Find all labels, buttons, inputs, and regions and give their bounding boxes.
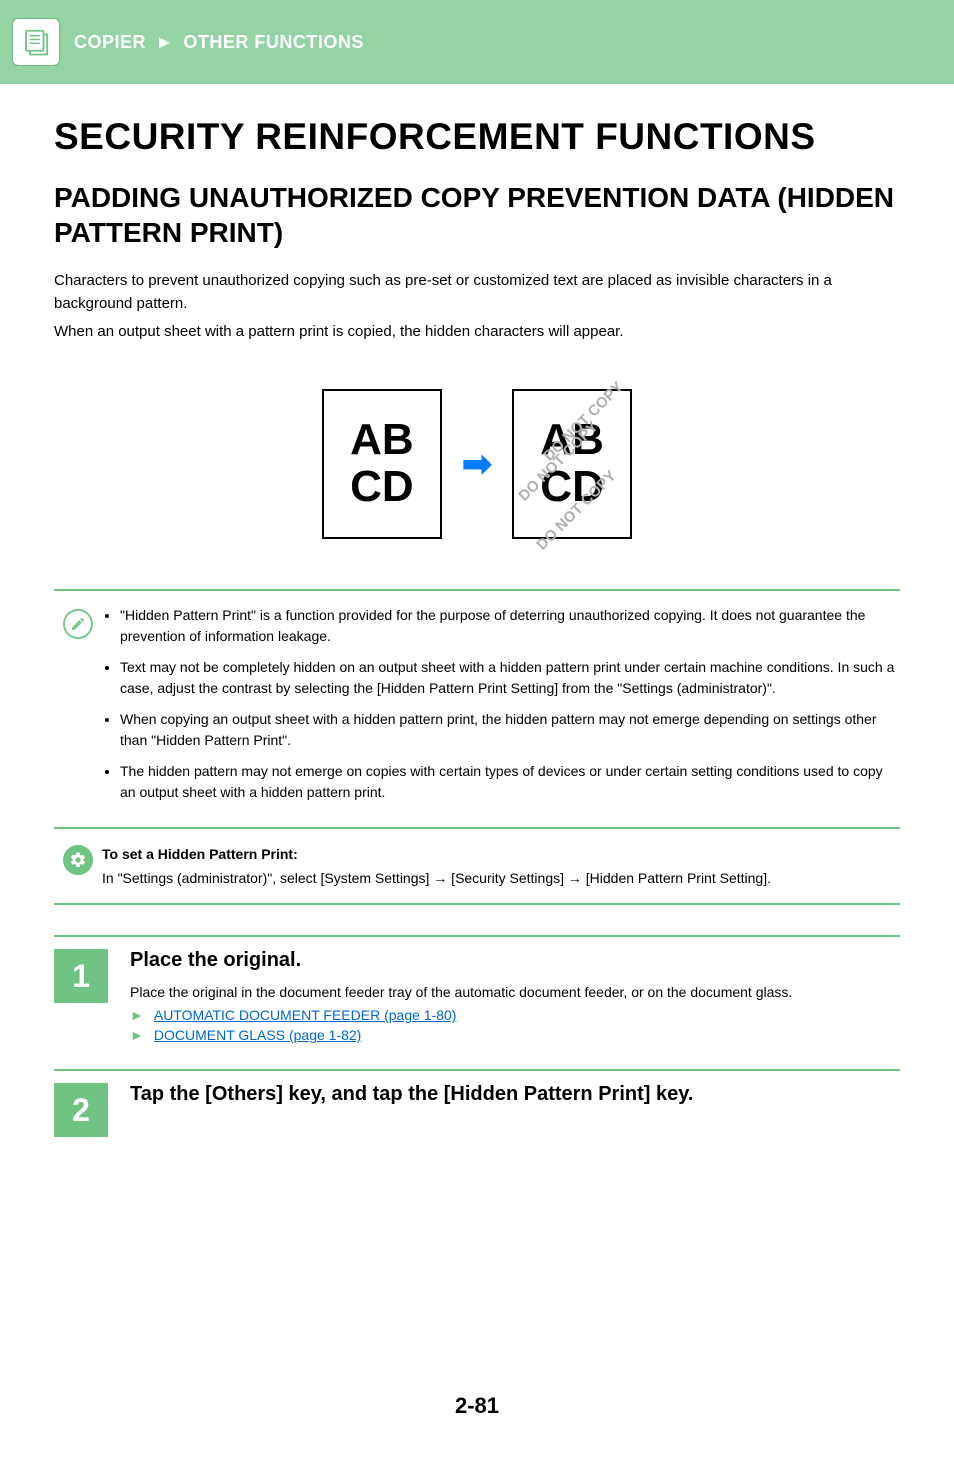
link-arrow-icon: ►: [130, 1027, 144, 1043]
settings-text: To set a Hidden Pattern Print: In "Setti…: [102, 843, 900, 890]
document-stack-icon: [21, 27, 51, 57]
step-row: 1 Place the original. Place the original…: [54, 935, 900, 1069]
divider: [54, 589, 900, 591]
diagram: AB CD ➡ AB CD DO NOT COPY DO NOT COPY DO…: [54, 389, 900, 539]
note-item: The hidden pattern may not emerge on cop…: [120, 761, 900, 803]
note-list: "Hidden Pattern Print" is a function pro…: [102, 605, 900, 813]
note-item: When copying an output sheet with a hidd…: [120, 709, 900, 751]
link-row: ► DOCUMENT GLASS (page 1-82): [130, 1027, 900, 1043]
step-body: Tap the [Others] key, and tap the [Hidde…: [130, 1083, 900, 1137]
page-number: 2-81: [54, 1393, 900, 1419]
doc-text-line2: CD: [540, 464, 604, 510]
pencil-icon: [63, 609, 93, 639]
header-bar: COPIER ► OTHER FUNCTIONS: [0, 0, 954, 84]
step-body: Place the original. Place the original i…: [130, 949, 900, 1043]
step-row: 2 Tap the [Others] key, and tap the [Hid…: [54, 1069, 900, 1163]
note-icon-cell: [54, 605, 102, 813]
divider: [54, 903, 900, 905]
page-title: SECURITY REINFORCEMENT FUNCTIONS: [54, 116, 900, 158]
step-number-badge: 1: [54, 949, 108, 1003]
settings-heading: To set a Hidden Pattern Print:: [102, 843, 900, 865]
breadcrumb: COPIER ► OTHER FUNCTIONS: [74, 32, 364, 53]
copier-icon: [12, 18, 60, 66]
doc-link[interactable]: DOCUMENT GLASS (page 1-82): [154, 1027, 361, 1043]
step-number-badge: 2: [54, 1083, 108, 1137]
breadcrumb-arrow-icon: ►: [156, 32, 174, 52]
doc-text-line2: CD: [350, 464, 414, 510]
link-arrow-icon: ►: [130, 1007, 144, 1023]
doc-text-line1: AB: [350, 417, 414, 463]
breadcrumb-section[interactable]: COPIER: [74, 32, 146, 52]
settings-section: To set a Hidden Pattern Print: In "Setti…: [54, 837, 900, 896]
settings-body: In "Settings (administrator)", select [S…: [102, 867, 900, 889]
steps-container: 1 Place the original. Place the original…: [54, 935, 900, 1163]
intro-paragraph-2: When an output sheet with a pattern prin…: [54, 321, 900, 344]
step-description: Place the original in the document feede…: [130, 982, 900, 1003]
settings-icon-cell: [54, 843, 102, 890]
link-row: ► AUTOMATIC DOCUMENT FEEDER (page 1-80): [130, 1007, 900, 1023]
copy-document-box: AB CD DO NOT COPY DO NOT COPY DO NOT COP…: [512, 389, 632, 539]
original-document-box: AB CD: [322, 389, 442, 539]
step-title: Tap the [Others] key, and tap the [Hidde…: [130, 1083, 900, 1106]
note-item: "Hidden Pattern Print" is a function pro…: [120, 605, 900, 647]
page-content: SECURITY REINFORCEMENT FUNCTIONS PADDING…: [0, 84, 954, 1459]
divider: [54, 827, 900, 829]
breadcrumb-page[interactable]: OTHER FUNCTIONS: [183, 32, 364, 52]
gear-icon: [63, 845, 93, 875]
note-item: Text may not be completely hidden on an …: [120, 657, 900, 699]
arrow-right-icon: ➡: [462, 443, 492, 485]
doc-text-line1: AB: [540, 417, 604, 463]
intro-paragraph-1: Characters to prevent unauthorized copyi…: [54, 270, 900, 315]
step-title: Place the original.: [130, 949, 900, 972]
page-subtitle: PADDING UNAUTHORIZED COPY PREVENTION DAT…: [54, 180, 900, 250]
doc-link[interactable]: AUTOMATIC DOCUMENT FEEDER (page 1-80): [154, 1007, 457, 1023]
note-section: "Hidden Pattern Print" is a function pro…: [54, 599, 900, 819]
